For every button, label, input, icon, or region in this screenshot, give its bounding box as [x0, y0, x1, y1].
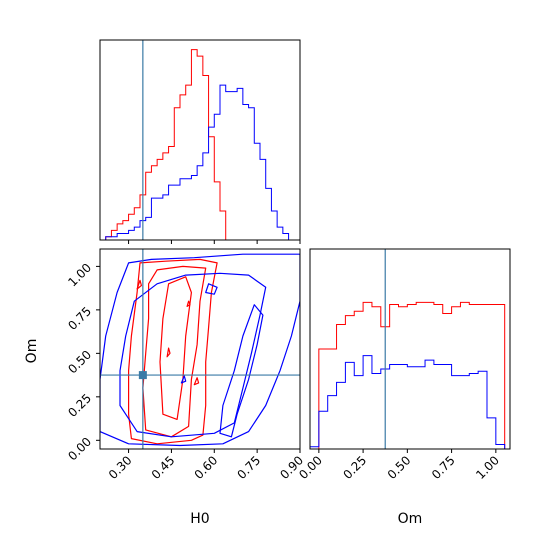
h0-om-contour-panel: 0.30 0.45 0.60 0.75 0.900.000.250.500.751.00 [65, 248, 306, 482]
contour-series-2-level-2 [119, 272, 267, 438]
x-tick-label-2: 0.25 [340, 453, 369, 482]
contour-series-1-level-6 [166, 347, 171, 358]
x-axis-label-om: Om [398, 511, 423, 527]
x-tick-label-5: 1.00 [473, 453, 502, 482]
contour-series-1-level-1 [128, 258, 218, 445]
histogram-series-1 [310, 301, 506, 450]
y-tick-label-1: 0.00 [65, 435, 94, 464]
contour-lines [100, 253, 300, 447]
contour-series-2-level-3 [219, 304, 264, 438]
x-axis-label-h0: H0 [190, 511, 209, 527]
x-tick-label-4: 0.75 [429, 453, 458, 482]
y-tick-label-4: 0.75 [65, 304, 94, 333]
x-tick-label-3: 0.50 [385, 453, 414, 482]
om-histogram-frame [309, 248, 511, 450]
x-tick-label-1: 0.30 [106, 453, 135, 482]
contour-series-1-level-7 [186, 300, 191, 307]
histogram-series-2 [309, 355, 506, 449]
contour-series-2-level-4 [205, 283, 218, 295]
histogram-series-2 [105, 84, 300, 241]
x-tick-label-4: 0.75 [234, 453, 263, 482]
om-histogram-panel: 0.00 0.25 0.50 0.75 1.00 [296, 248, 511, 482]
histogram-series-1 [105, 49, 300, 241]
contour-series-1-level-5 [193, 377, 200, 386]
y-tick-label-3: 0.50 [65, 348, 94, 377]
contour-frame [99, 248, 301, 450]
y-tick-label-5: 1.00 [65, 261, 94, 290]
contour-series-1-level-3 [159, 276, 192, 420]
h0-histogram-panel [99, 39, 301, 244]
contour-series-1-level-2 [142, 265, 207, 438]
x-tick-label-3: 0.60 [192, 453, 221, 482]
y-axis-label-om: Om [24, 339, 40, 364]
truth-marker [138, 371, 147, 380]
y-tick-label-2: 0.25 [65, 391, 94, 420]
h0-histogram-frame [99, 39, 301, 241]
contour-series-2-level-5 [180, 375, 187, 384]
contour-series-2-level-1 [100, 253, 300, 447]
x-tick-label-2: 0.45 [149, 453, 178, 482]
contour-series-1-level-4 [136, 279, 142, 290]
